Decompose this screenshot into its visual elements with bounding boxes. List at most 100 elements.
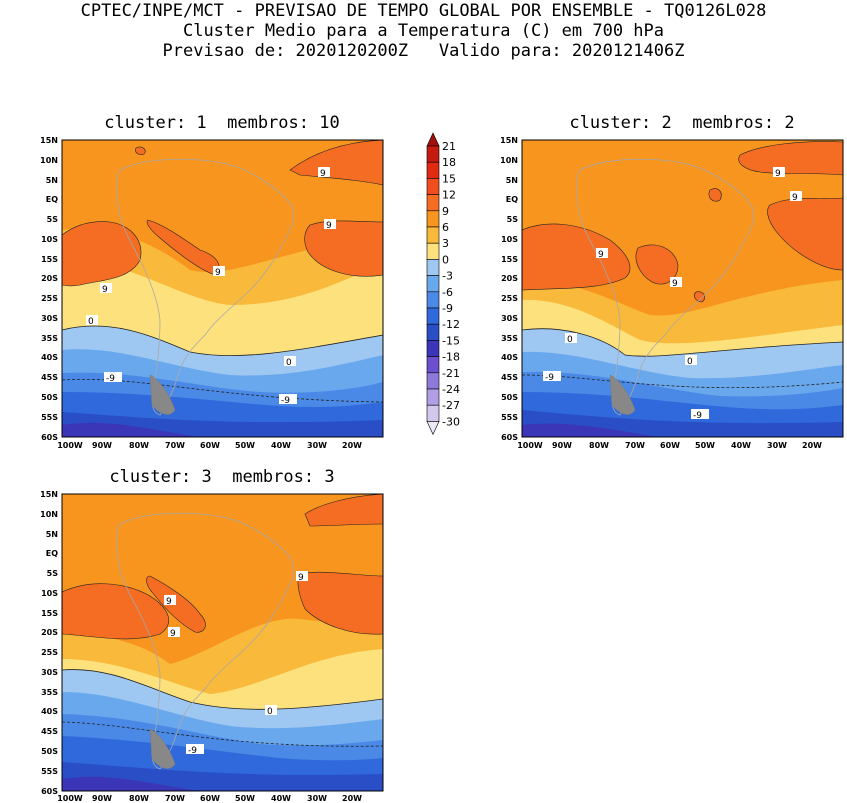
lat-tick: 25S <box>41 648 58 657</box>
colorbar-label: 3 <box>442 237 449 250</box>
panel-1-map: 9 9 9 9 0 0 -9 -9 15N 10N 5N EQ 5S 10S 1… <box>40 136 384 450</box>
lon-tick: 60W <box>200 441 220 450</box>
colorbar-labels: 21 18 15 12 9 6 3 0 -3 -6 -9 -12 -15 -18 -21 -24 -27 -30 <box>442 140 460 428</box>
colorbar-box <box>426 178 440 195</box>
colorbar-label: -15 <box>442 334 460 347</box>
lat-tick: 60S <box>41 787 58 796</box>
contour-label: 9 <box>672 279 678 289</box>
contour-label: -9 <box>188 746 197 756</box>
lon-tick: 50W <box>695 441 715 450</box>
lat-tick: 30S <box>501 314 518 323</box>
lat-tick: 45S <box>501 373 518 382</box>
contour-label: 0 <box>687 357 693 367</box>
lat-tick: 15S <box>41 609 58 618</box>
panel-1-contour-labels: 9 9 9 9 0 0 -9 -9 <box>86 167 336 406</box>
colorbar: 21 18 15 12 9 6 3 0 -3 -6 -9 -12 -15 -18 -21 -24 -27 -30 <box>426 132 460 436</box>
header-line-1: CPTEC/INPE/MCT - PREVISAO DE TEMPO GLOBA… <box>80 1 767 21</box>
lat-tick: 20S <box>501 274 518 283</box>
colorbar-box <box>426 307 440 325</box>
lon-tick: 60W <box>660 441 680 450</box>
panel-1-contours <box>62 140 383 437</box>
lat-tick: 50S <box>501 393 518 402</box>
lat-tick: 15N <box>40 490 58 499</box>
lat-tick: 45S <box>41 727 58 736</box>
lat-tick: 20S <box>41 628 58 637</box>
lat-tick: 5N <box>46 176 58 185</box>
panel-2-lat-ticks: 15N 10N 5N EQ 5S 10S 15S 20S 25S 30S 35S… <box>500 136 518 442</box>
colorbar-label: -21 <box>442 367 460 380</box>
panel-1-lat-ticks: 15N 10N 5N EQ 5S 10S 15S 20S 25S 30S 35S… <box>40 136 58 442</box>
lat-tick: 30S <box>41 668 58 677</box>
colorbar-label: 21 <box>442 140 456 153</box>
lat-tick: 5S <box>47 569 59 578</box>
lat-tick: 20S <box>41 274 58 283</box>
lat-tick: 10S <box>501 235 518 244</box>
contour-label: -9 <box>281 396 290 406</box>
colorbar-label: -24 <box>442 383 460 396</box>
lon-tick: 70W <box>165 794 185 803</box>
lat-tick: 10S <box>41 589 58 598</box>
lon-tick: 30W <box>307 794 327 803</box>
lat-tick: 55S <box>41 413 58 422</box>
colorbar-box <box>426 291 440 309</box>
lat-tick: 40S <box>41 707 58 716</box>
header-line-2: Cluster Medio para a Temperatura (C) em … <box>182 21 665 41</box>
lat-tick: 10S <box>41 235 58 244</box>
lat-tick: 40S <box>41 353 58 362</box>
lon-tick: 40W <box>271 794 291 803</box>
lon-tick: 60W <box>200 794 220 803</box>
colorbar-box <box>426 372 440 390</box>
colorbar-box <box>426 275 440 293</box>
lon-tick: 20W <box>342 794 362 803</box>
panel-3-lat-ticks: 15N 10N 5N EQ 5S 10S 15S 20S 25S 30S 35S… <box>40 490 58 796</box>
colorbar-box <box>426 226 440 244</box>
lon-tick: 70W <box>625 441 645 450</box>
panel-3-title: cluster: 3 membros: 3 <box>109 467 335 487</box>
lon-tick: 100W <box>57 794 83 803</box>
contour-label: 9 <box>215 268 221 278</box>
colorbar-box <box>426 323 440 341</box>
lon-tick: 80W <box>589 441 609 450</box>
panel-1-title: cluster: 1 membros: 10 <box>104 113 340 133</box>
colorbar-bottom-arrow <box>426 421 440 436</box>
contour-label: 9 <box>102 285 108 295</box>
colorbar-boxes <box>426 132 440 436</box>
contour-label: 9 <box>170 629 176 639</box>
panel-3-map: 9 9 9 0 -9 15N 10N 5N EQ 5S 10S 15S 20S … <box>40 490 384 803</box>
lon-tick: 90W <box>552 441 572 450</box>
panel-3-contour-labels: 9 9 9 0 -9 <box>164 571 308 756</box>
colorbar-label: -27 <box>442 399 460 412</box>
colorbar-box <box>426 145 440 163</box>
lat-tick: 35S <box>41 688 58 697</box>
contour-label: 9 <box>166 597 172 607</box>
lat-tick: 50S <box>41 393 58 402</box>
lat-tick: 15N <box>40 136 58 145</box>
lat-tick: 25S <box>501 294 518 303</box>
lat-tick: EQ <box>46 549 58 558</box>
lat-tick: 30S <box>41 314 58 323</box>
colorbar-label: -30 <box>442 415 460 428</box>
colorbar-label: -9 <box>442 302 453 315</box>
lat-tick: EQ <box>506 195 518 204</box>
lat-tick: 50S <box>41 747 58 756</box>
lon-tick: 100W <box>57 441 83 450</box>
colorbar-label: -3 <box>442 270 453 283</box>
colorbar-box <box>426 259 440 276</box>
lon-tick: 30W <box>307 441 327 450</box>
colorbar-label: 9 <box>442 205 449 218</box>
lat-tick: 55S <box>501 413 518 422</box>
panel-2-contour-labels: 9 9 9 9 0 0 -9 -9 <box>543 167 802 421</box>
lon-tick: 20W <box>802 441 822 450</box>
panel-2-map: 9 9 9 9 0 0 -9 -9 15N 10N 5N EQ 5S 10S 1… <box>500 136 844 450</box>
contour-label: 0 <box>267 707 273 717</box>
lat-tick: 5N <box>46 530 58 539</box>
lat-tick: 10N <box>500 156 518 165</box>
lat-tick: 25S <box>41 294 58 303</box>
lon-tick: 90W <box>92 441 112 450</box>
lat-tick: 15N <box>500 136 518 145</box>
header-line-3: Previsao de: 2020120200Z Valido para: 20… <box>162 41 685 61</box>
contour-label: -9 <box>545 373 554 383</box>
panel-3-lon-ticks: 100W 90W 80W 70W 60W 50W 40W 30W 20W <box>57 794 362 803</box>
colorbar-label: -18 <box>442 351 460 364</box>
lat-tick: 40S <box>501 353 518 362</box>
